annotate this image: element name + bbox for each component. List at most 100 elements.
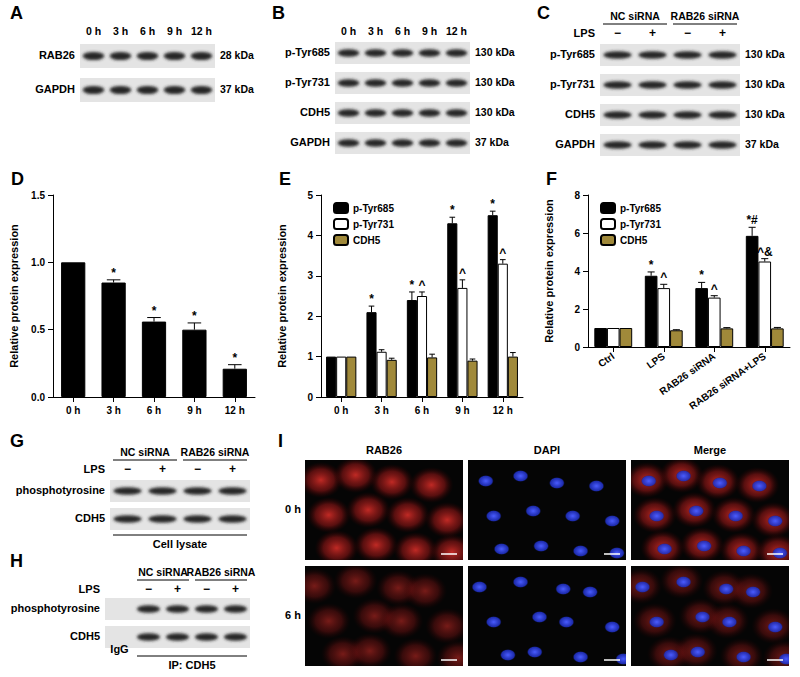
svg-text:−: −: [145, 582, 152, 596]
svg-text:3 h: 3 h: [374, 405, 388, 416]
svg-text:9 h: 9 h: [422, 25, 437, 37]
svg-text:I: I: [278, 431, 283, 451]
svg-text:^: ^: [711, 282, 718, 296]
svg-text:DAPI: DAPI: [534, 444, 560, 456]
svg-text:Cell lysate: Cell lysate: [153, 538, 207, 550]
svg-text:H: H: [10, 551, 23, 571]
svg-text:28 kDa: 28 kDa: [220, 49, 254, 61]
svg-text:CDH5: CDH5: [70, 630, 100, 642]
svg-text:GAPDH: GAPDH: [555, 138, 595, 150]
svg-text:6 h: 6 h: [415, 405, 429, 416]
svg-text:−: −: [194, 462, 201, 476]
svg-text:E: E: [279, 169, 291, 189]
svg-text:1.5: 1.5: [31, 190, 45, 201]
svg-text:1.0: 1.0: [31, 257, 45, 268]
svg-text:p-Tyr731: p-Tyr731: [620, 219, 661, 230]
svg-text:37 kDa: 37 kDa: [220, 83, 254, 95]
svg-text:RAB26 siRNA: RAB26 siRNA: [671, 10, 740, 22]
svg-text:130 kDa: 130 kDa: [745, 78, 785, 90]
svg-text:RAB26 siRNA: RAB26 siRNA: [187, 566, 256, 578]
svg-text:0 h: 0 h: [66, 405, 80, 416]
svg-text:37 kDa: 37 kDa: [475, 136, 509, 148]
svg-text:6: 6: [574, 228, 580, 239]
svg-text:130 kDa: 130 kDa: [475, 76, 515, 88]
svg-text:*: *: [369, 292, 374, 306]
svg-text:IP: CDH5: IP: CDH5: [168, 659, 215, 671]
svg-text:Ctrl: Ctrl: [596, 350, 617, 369]
svg-text:CDH5: CDH5: [300, 106, 330, 118]
svg-text:6 h: 6 h: [395, 25, 410, 37]
svg-text:5: 5: [307, 190, 313, 201]
svg-text:NC siRNA: NC siRNA: [120, 446, 170, 458]
svg-text:Relative protein expression: Relative protein expression: [543, 199, 555, 343]
svg-text:*: *: [111, 266, 116, 280]
svg-text:4: 4: [574, 266, 580, 277]
svg-text:p-Tyr685: p-Tyr685: [285, 46, 330, 58]
svg-text:p-Tyr685: p-Tyr685: [353, 203, 394, 214]
svg-text:1: 1: [307, 351, 313, 362]
svg-text:+: +: [649, 26, 656, 40]
svg-text:+: +: [159, 462, 166, 476]
svg-text:LPS: LPS: [79, 583, 100, 595]
svg-text:p-Tyr685: p-Tyr685: [620, 203, 661, 214]
svg-text:12 h: 12 h: [225, 405, 245, 416]
svg-text:Merge: Merge: [694, 444, 726, 456]
svg-text:+: +: [719, 26, 726, 40]
svg-text:*: *: [649, 258, 654, 272]
svg-text:−: −: [124, 462, 131, 476]
svg-text:6 h: 6 h: [140, 25, 155, 37]
svg-text:3: 3: [307, 270, 313, 281]
svg-text:4: 4: [307, 230, 313, 241]
svg-text:2: 2: [574, 304, 580, 315]
svg-text:9 h: 9 h: [455, 405, 469, 416]
svg-text:A: A: [10, 3, 23, 23]
svg-text:0: 0: [574, 342, 580, 353]
svg-text:*: *: [410, 278, 415, 292]
svg-text:9 h: 9 h: [187, 405, 201, 416]
svg-text:130 kDa: 130 kDa: [745, 48, 785, 60]
svg-text:LPS: LPS: [84, 463, 105, 475]
svg-text:p-Tyr731: p-Tyr731: [550, 78, 595, 90]
svg-text:RAB26: RAB26: [366, 444, 402, 456]
svg-text:p-Tyr731: p-Tyr731: [353, 219, 394, 230]
svg-text:6 h: 6 h: [285, 609, 301, 621]
svg-text:LPS: LPS: [645, 350, 668, 370]
svg-text:0 h: 0 h: [86, 25, 101, 37]
svg-text:0.5: 0.5: [31, 324, 45, 335]
svg-text:CDH5: CDH5: [620, 235, 648, 246]
svg-text:IgG: IgG: [110, 643, 128, 655]
svg-text:D: D: [11, 169, 24, 189]
svg-text:12 h: 12 h: [446, 25, 467, 37]
svg-text:B: B: [272, 3, 285, 23]
svg-text:+: +: [232, 582, 239, 596]
svg-text:*: *: [192, 309, 197, 323]
svg-text:G: G: [10, 431, 24, 451]
svg-text:RAB26 siRNA+LPS: RAB26 siRNA+LPS: [687, 350, 768, 411]
svg-text:^&: ^&: [757, 245, 773, 259]
svg-text:3 h: 3 h: [106, 405, 120, 416]
svg-text:130 kDa: 130 kDa: [745, 108, 785, 120]
svg-text:0.0: 0.0: [31, 392, 45, 403]
svg-text:37 kDa: 37 kDa: [745, 138, 779, 150]
svg-text:8: 8: [574, 190, 580, 201]
svg-text:−: −: [684, 26, 691, 40]
svg-text:CDH5: CDH5: [565, 108, 595, 120]
svg-text:12 h: 12 h: [191, 25, 212, 37]
svg-text:Relative protein expression: Relative protein expression: [276, 224, 288, 368]
svg-text:*: *: [450, 203, 455, 217]
svg-text:0 h: 0 h: [285, 503, 301, 515]
svg-text:^: ^: [459, 266, 466, 280]
svg-text:^: ^: [499, 246, 506, 260]
svg-text:−: −: [203, 582, 210, 596]
svg-text:+: +: [174, 582, 181, 596]
svg-text:phosphotyrosine: phosphotyrosine: [11, 602, 100, 614]
svg-text:C: C: [537, 3, 550, 23]
svg-text:6 h: 6 h: [147, 405, 161, 416]
svg-text:2: 2: [307, 311, 313, 322]
svg-text:GAPDH: GAPDH: [35, 83, 75, 95]
svg-text:CDH5: CDH5: [353, 235, 381, 246]
svg-text:^: ^: [660, 270, 667, 284]
svg-text:*#: *#: [746, 213, 758, 227]
svg-text:130 kDa: 130 kDa: [475, 46, 515, 58]
svg-text:*: *: [232, 351, 237, 365]
